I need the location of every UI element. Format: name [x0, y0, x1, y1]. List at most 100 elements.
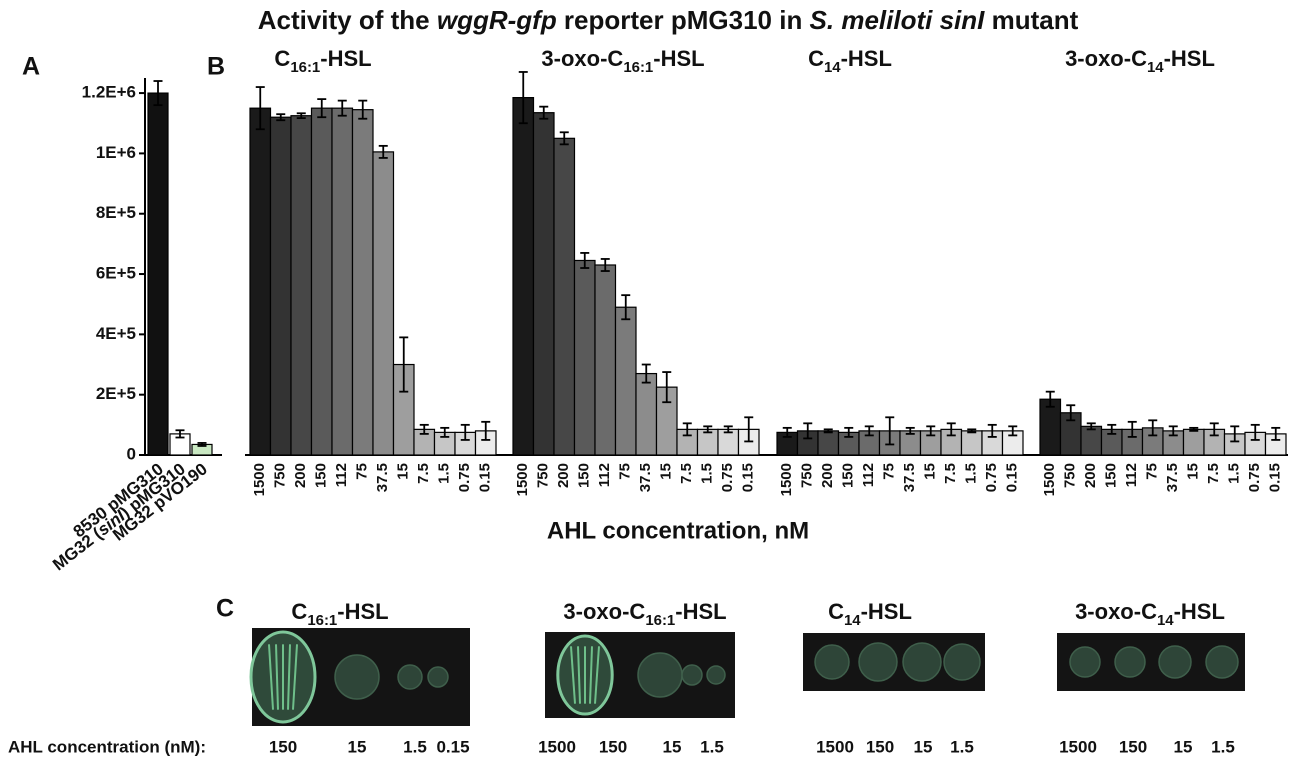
concentration-label: 150	[866, 737, 894, 756]
text-part: 3-oxo-C	[1065, 46, 1147, 71]
bar	[351, 109, 374, 456]
group-title: 3-oxo-C14-HSL	[1075, 599, 1225, 630]
error-bar	[460, 423, 470, 441]
x-tick-label: 1.5	[963, 463, 980, 484]
x-tick-label: 75	[617, 463, 634, 480]
text-part: 3-oxo-C	[563, 599, 645, 624]
colony	[1114, 646, 1146, 678]
x-tick-label: 112	[860, 463, 877, 487]
error-bar	[378, 144, 388, 159]
error-bar	[1209, 422, 1219, 437]
error-bar	[926, 425, 936, 437]
x-tick-label: 0.75	[456, 463, 473, 492]
colony	[902, 642, 942, 682]
y-tick-label: 8E+5	[96, 203, 136, 222]
x-tick-label: 1.5	[699, 463, 716, 484]
error-bar	[539, 105, 549, 120]
bar	[573, 259, 596, 456]
error-bar	[419, 423, 429, 435]
group-title: 3-oxo-C14-HSL	[1065, 46, 1215, 77]
concentration-label: 1500	[1059, 737, 1097, 756]
text-part: -HSL	[841, 46, 892, 71]
error-bar	[682, 422, 692, 437]
colony	[814, 644, 850, 680]
colony	[1158, 645, 1192, 679]
x-tick-label: 15	[1185, 463, 1202, 480]
bar	[269, 116, 292, 456]
error-bar	[803, 422, 813, 440]
colony	[427, 666, 449, 688]
x-tick-label: 1500	[778, 463, 795, 496]
bar	[147, 92, 169, 456]
x-tick-label: 750	[535, 463, 552, 488]
text-part: 3-oxo-C	[1075, 599, 1157, 624]
text-part: 16:1	[307, 612, 337, 629]
text-part: 14	[844, 612, 861, 629]
error-bar	[337, 99, 347, 117]
error-bar	[946, 422, 956, 437]
colony-texture	[570, 646, 576, 704]
x-tick-label: 75	[881, 463, 898, 480]
x-tick-label: 200	[1082, 463, 1099, 488]
error-bar	[600, 258, 610, 272]
error-bar	[662, 371, 672, 404]
text-part: 14	[1157, 612, 1174, 629]
error-bar	[317, 98, 327, 119]
error-bar	[153, 80, 163, 107]
text-part: C	[808, 46, 824, 71]
x-tick-label: 150	[576, 463, 593, 488]
error-bar	[1127, 420, 1137, 438]
concentration-label: 15	[914, 737, 933, 756]
bar	[594, 264, 617, 456]
bar	[635, 372, 658, 456]
x-tick-label: 7.5	[415, 463, 432, 484]
y-tick-label: 6E+5	[96, 264, 136, 283]
text-part: 14	[824, 59, 841, 76]
error-bar	[440, 426, 450, 438]
x-tick-label: 37.5	[374, 463, 391, 492]
x-tick-label: 75	[1144, 463, 1161, 480]
colony	[334, 654, 380, 700]
x-tick-label: 37.5	[1164, 463, 1181, 492]
colony	[681, 664, 703, 686]
error-bar	[864, 425, 874, 437]
x-tick-label: 1.5	[436, 463, 453, 484]
colony-texture	[577, 646, 581, 704]
x-tick-label: 0.15	[477, 463, 494, 492]
bar	[817, 430, 840, 456]
bar	[1182, 428, 1205, 456]
x-tick-label: 75	[354, 463, 371, 480]
x-tick-label: 1500	[251, 463, 268, 496]
concentration-label: 1500	[816, 737, 854, 756]
colony	[706, 665, 726, 685]
text-part: mutant	[984, 5, 1078, 35]
colony-texture	[589, 646, 593, 704]
x-tick-label: 7.5	[1205, 463, 1222, 484]
text-part: -HSL	[337, 599, 388, 624]
error-bar	[967, 428, 977, 434]
x-tick-label: 0.15	[740, 463, 757, 492]
group-title: C14-HSL	[828, 599, 912, 630]
colony-texture	[292, 644, 298, 710]
x-tick-label: 200	[555, 463, 572, 488]
x-tick-label: 112	[1123, 463, 1140, 487]
error-bar	[1045, 390, 1055, 408]
colony	[943, 643, 981, 681]
text-part: -HSL	[1164, 46, 1215, 71]
x-tick-label: 0.15	[1004, 463, 1021, 492]
error-bar	[1086, 422, 1096, 431]
concentration-label: 1.5	[403, 737, 427, 756]
text-part: C	[274, 46, 290, 71]
y-tick-label: 4E+5	[96, 324, 136, 343]
error-bar	[296, 112, 306, 120]
group-title: C16:1-HSL	[291, 599, 388, 630]
x-tick-label: 15	[395, 463, 412, 480]
y-tick-label: 2E+5	[96, 384, 136, 403]
x-tick-label: 1500	[1041, 463, 1058, 496]
colony	[1205, 645, 1239, 679]
x-tick-label: 750	[272, 463, 289, 488]
x-tick-label: 0.75	[719, 463, 736, 492]
x-tick-label: 200	[292, 463, 309, 488]
colony	[397, 664, 423, 690]
x-tick-label: 0.15	[1267, 463, 1284, 492]
